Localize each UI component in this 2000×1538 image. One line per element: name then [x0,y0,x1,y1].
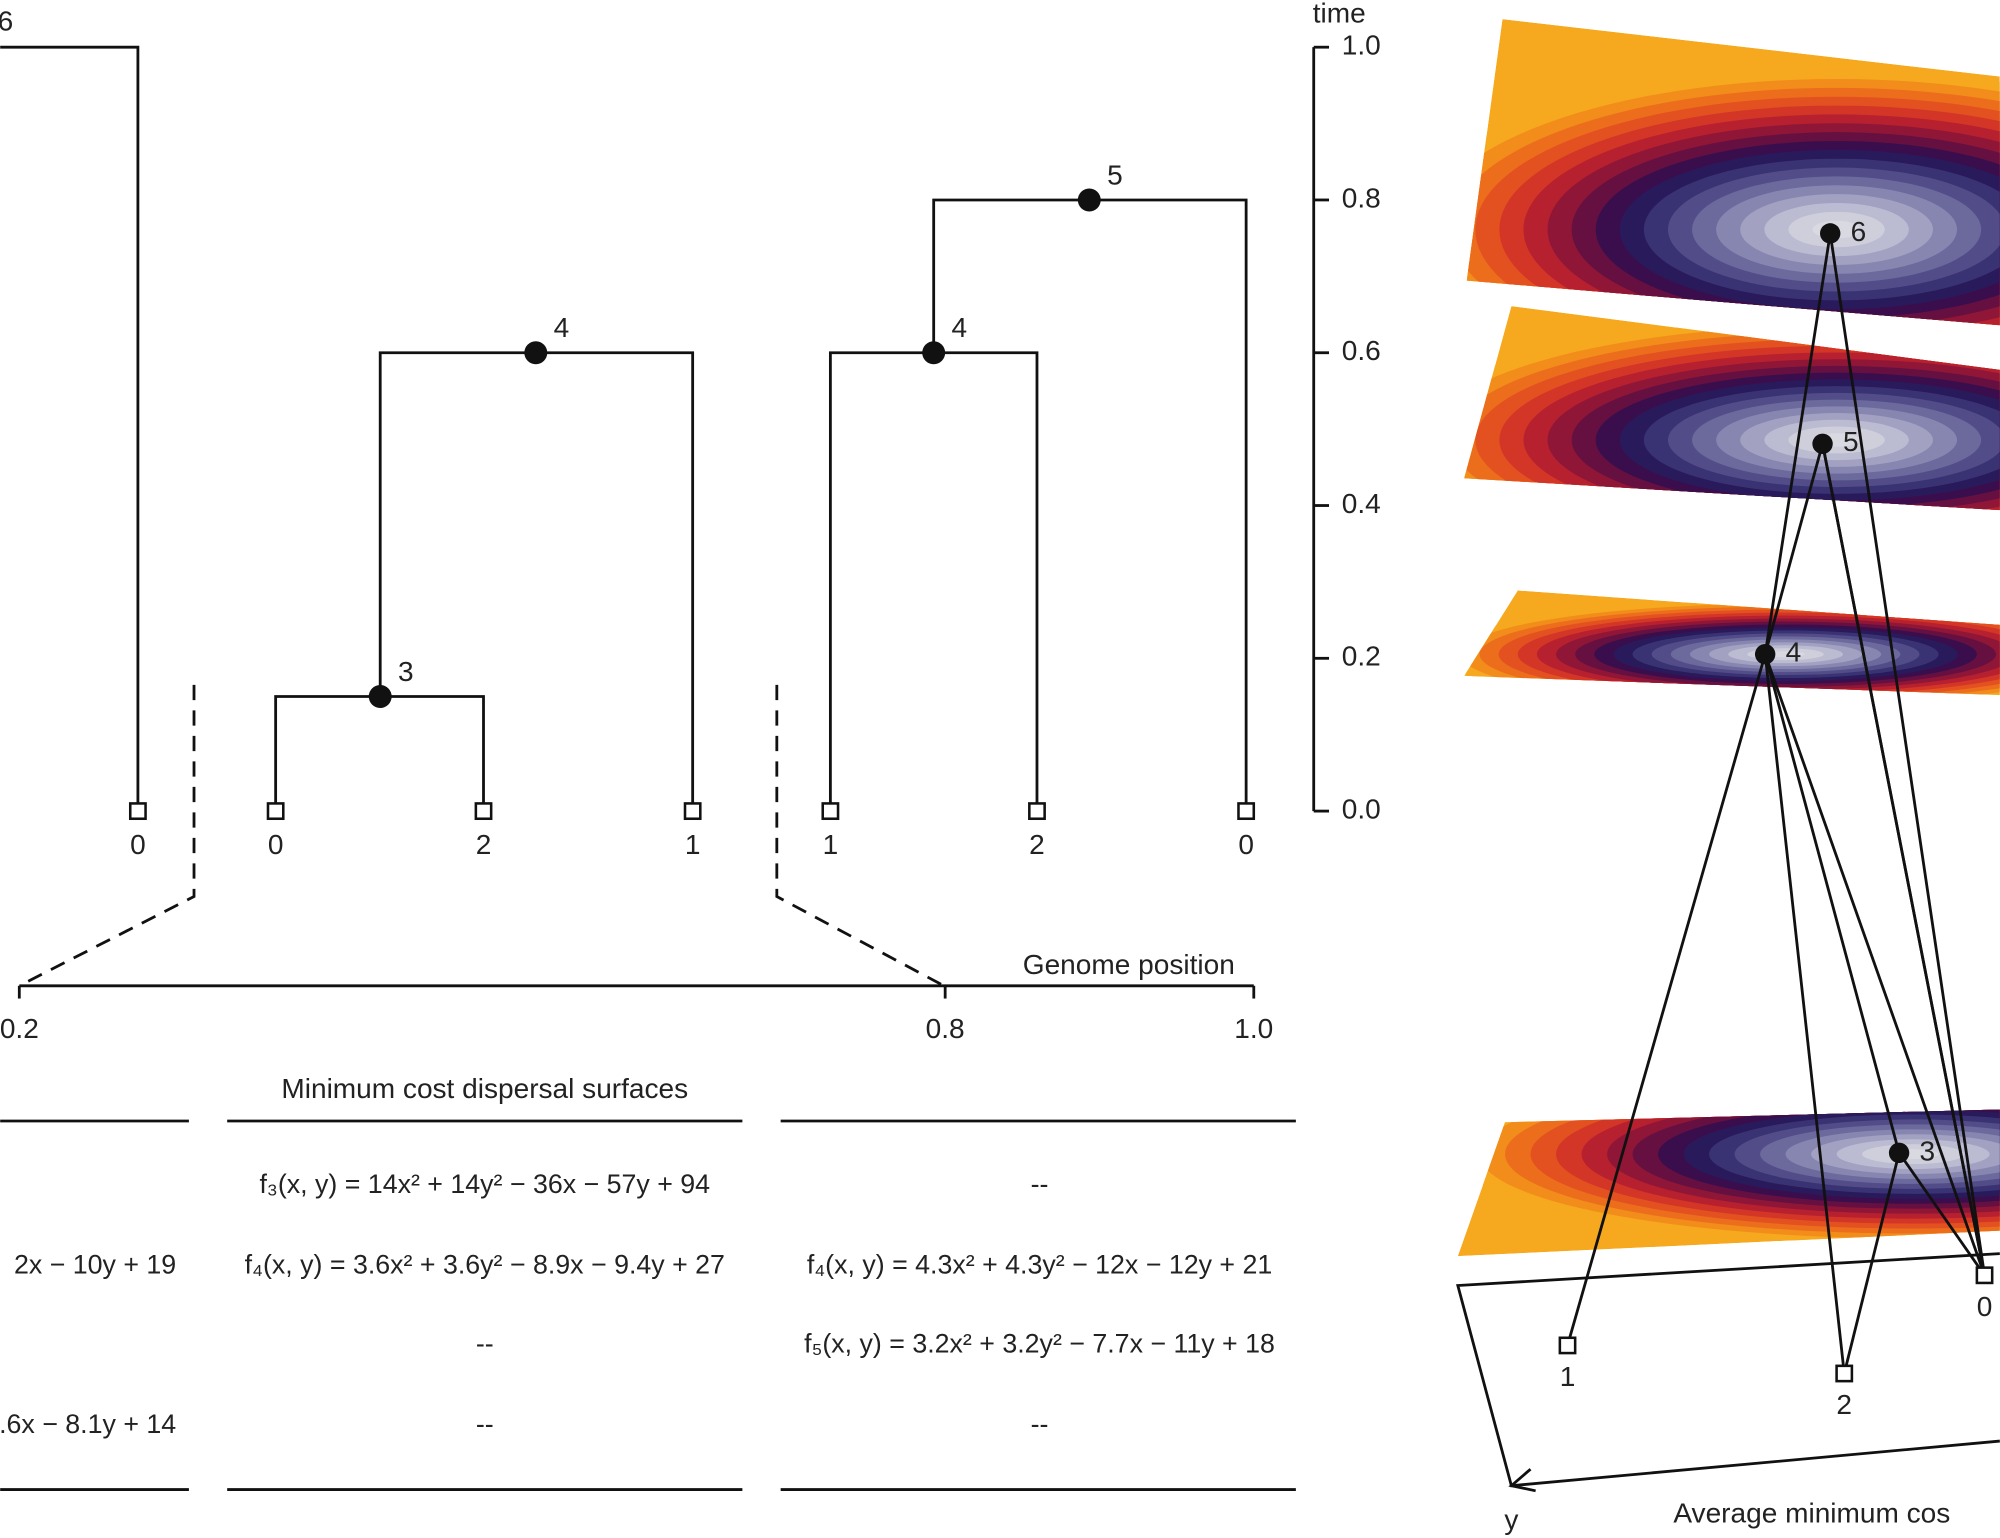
genome-tick-label: 0.8 [926,1013,965,1044]
surface-leaf [1975,1266,1994,1285]
surface [1464,306,2000,511]
table-cell: f₃(x, y) = 14x² + 14y² − 36x − 57y + 94 [260,1169,711,1199]
leaf-label: 1 [823,829,839,860]
node-label: 4 [952,312,968,343]
panel-caption: Average minimum cos [1673,1497,1950,1528]
table-cell: f₄(x, y) = 3.6x² + 3.6y² − 8.9x − 9.4y +… [245,1249,725,1279]
lineage [1821,443,1986,1276]
node-label: 6 [0,5,13,36]
time-tick-label: 0.2 [1342,641,1381,672]
lineage [1763,654,1846,1374]
time-tick-label: 0.6 [1342,335,1381,366]
leaf [821,802,840,821]
table-title: Minimum cost dispersal surfaces [281,1073,688,1104]
node [1077,188,1101,212]
branch [0,45,140,804]
surface-leaf-label: 0 [1977,1291,1993,1322]
lineage [1828,233,1986,1276]
node [524,341,548,365]
surface-node-label: 3 [1919,1135,1935,1166]
table-cell: 5.6x − 8.1y + 14 [0,1409,176,1439]
surface-node-label: 4 [1786,637,1802,668]
table-cell: -- [1031,1409,1049,1439]
surface-node-label: 5 [1843,426,1859,457]
table-cell: -- [476,1329,494,1359]
surface-leaf [1558,1336,1577,1355]
surface-node-label: 6 [1851,216,1867,247]
lineage [1763,653,1986,1276]
genome-tick-label: 1.0 [1234,1013,1273,1044]
surface [1457,1109,2000,1257]
surface-leaf-label: 1 [1560,1361,1576,1392]
branch [828,351,1039,804]
leaf [1028,802,1046,821]
genome-axis-label: Genome position [1023,949,1235,980]
lineage [1763,233,1832,655]
time-tick-label: 0.0 [1342,793,1381,824]
leaf [474,802,493,821]
table-rules [0,1119,1296,1491]
leaf [266,802,285,821]
branch [932,198,1248,804]
leaf [1237,802,1256,821]
surface-node [1888,1142,1910,1164]
table-cell: f₄(x, y) = 4.3x² + 4.3y² − 12x − 12y + 2… [807,1249,1272,1279]
time-tick-label: 0.8 [1342,182,1381,213]
leaf-label: 2 [1029,829,1045,860]
node [922,341,946,365]
leaf [683,802,702,821]
contour [1766,651,1805,658]
time-tick-label: 0.4 [1342,488,1381,519]
surface-leaf [1835,1364,1854,1383]
time-tick-label: 1.0 [1342,30,1381,61]
table-cell: -- [476,1409,494,1439]
lineage [1763,443,1824,655]
dashed-connector [775,684,945,988]
surface-node [1754,644,1776,665]
table-cell: f₅(x, y) = 3.2x² + 3.2y² − 7.7x − 11y + … [804,1329,1275,1359]
surface-node [1820,223,1841,244]
surface-leaf-label: 2 [1836,1389,1852,1420]
lineage [1566,653,1767,1346]
axis-arrow [1508,1468,1536,1493]
table-cell: 2x − 10y + 19 [14,1249,176,1279]
y-axis-label: y [1504,1504,1518,1535]
lineage [1897,1152,1986,1277]
branch [274,695,485,804]
leaf-label: 0 [130,829,146,860]
leaf-label: 0 [1238,829,1254,860]
node [368,685,392,708]
node-label: 5 [1107,159,1123,190]
leaf [128,802,147,821]
base-plane [1456,1252,2000,1488]
leaf-label: 2 [476,829,492,860]
lineage [1763,653,1901,1154]
node-label: 3 [398,656,414,687]
surface-node [1812,433,1833,455]
dashed-connector [18,684,196,988]
node-label: 4 [554,312,570,343]
leaf-label: 0 [268,829,284,860]
lineage [1842,1152,1901,1374]
leaf-label: 1 [685,829,701,860]
surface [1464,590,2000,696]
branch [378,351,695,804]
table-cell: -- [1031,1169,1049,1199]
genome-tick-label: 0.2 [0,1013,39,1044]
time-axis-label: time [1313,0,1366,29]
